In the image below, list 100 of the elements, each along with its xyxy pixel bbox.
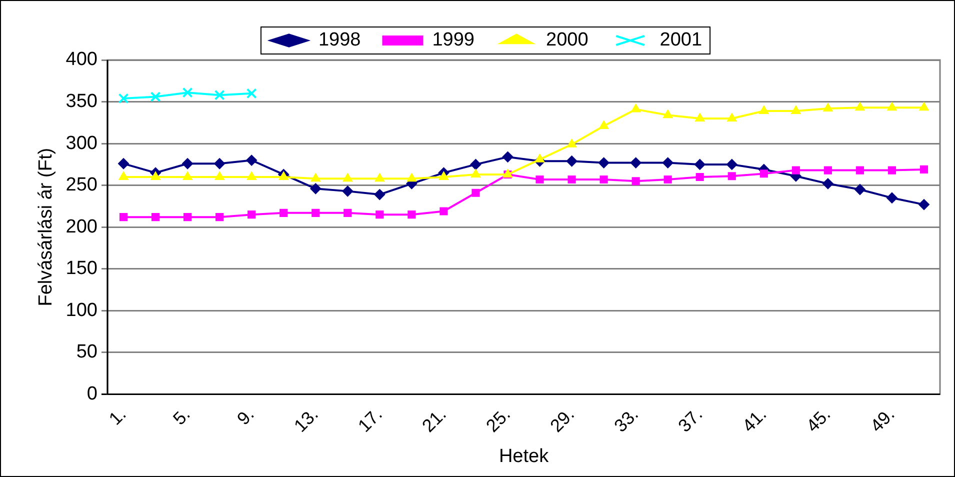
y-tick-label: 100 <box>66 300 98 321</box>
x-tick-label: 41. <box>738 404 770 436</box>
point <box>856 166 864 174</box>
legend-label: 2000 <box>546 30 588 51</box>
y-axis-title: Felvásárlási ár (Ft) <box>36 148 57 306</box>
point <box>246 154 258 166</box>
point <box>246 171 256 180</box>
x-tick-label: 37. <box>674 404 706 436</box>
point <box>695 112 705 122</box>
point <box>342 186 354 197</box>
point <box>536 175 544 184</box>
point <box>472 188 480 197</box>
x-tick-label: 33. <box>610 404 642 436</box>
x-tick-label: 1. <box>105 404 130 429</box>
point <box>791 105 801 114</box>
point <box>887 102 897 111</box>
point <box>632 177 640 186</box>
point <box>118 93 129 104</box>
point <box>822 178 834 190</box>
point <box>184 213 192 222</box>
x-tick-label: 17. <box>354 404 386 436</box>
y-tick-label: 200 <box>66 216 98 238</box>
point <box>824 166 832 174</box>
point <box>376 210 384 219</box>
point <box>280 208 288 217</box>
point <box>342 173 352 182</box>
point <box>598 120 609 130</box>
y-tick-label: 0 <box>86 383 98 404</box>
legend-label: 1998 <box>318 30 361 51</box>
x-tick-label: 49. <box>866 404 898 436</box>
point <box>600 175 608 184</box>
point <box>151 213 160 222</box>
point <box>248 210 256 219</box>
point <box>312 208 320 217</box>
y-tick-label: 50 <box>76 342 98 363</box>
point <box>150 171 160 180</box>
x-tick-label: 13. <box>290 404 322 436</box>
point <box>150 92 161 102</box>
point <box>182 171 192 180</box>
point <box>664 175 672 184</box>
point <box>566 138 577 148</box>
point <box>694 158 706 170</box>
point <box>759 105 769 114</box>
point <box>598 157 610 168</box>
point <box>854 184 866 196</box>
point <box>886 192 898 204</box>
x-axis-title: Hetek <box>498 446 550 467</box>
x-tick-label: 9. <box>233 404 258 429</box>
point <box>374 173 384 182</box>
x-tick-label: 29. <box>546 404 578 436</box>
point <box>662 157 674 168</box>
point <box>440 207 448 216</box>
point <box>727 112 737 122</box>
point <box>214 90 225 100</box>
point <box>568 175 576 184</box>
point <box>214 171 224 180</box>
point <box>696 172 704 182</box>
point <box>728 172 736 180</box>
point <box>919 102 929 111</box>
point <box>663 110 673 118</box>
point <box>502 151 514 162</box>
point <box>630 104 641 112</box>
point <box>118 171 128 180</box>
point <box>855 102 865 111</box>
point <box>630 157 642 168</box>
point <box>566 156 578 167</box>
point <box>119 213 128 222</box>
point <box>470 168 481 178</box>
point <box>278 171 288 180</box>
y-tick-label: 350 <box>66 91 98 112</box>
legend-label: 2001 <box>660 30 702 51</box>
point <box>470 158 482 170</box>
y-tick-label: 250 <box>66 174 98 196</box>
point <box>408 210 416 219</box>
point <box>310 183 322 194</box>
point <box>918 199 930 210</box>
point <box>118 158 130 170</box>
point <box>823 102 833 112</box>
point <box>182 87 193 98</box>
point <box>438 171 449 180</box>
y-tick-label: 150 <box>66 258 98 280</box>
point <box>374 189 386 200</box>
point <box>534 154 545 162</box>
point <box>920 165 928 174</box>
point <box>344 208 352 217</box>
point <box>214 158 226 170</box>
point <box>216 213 224 222</box>
legend-label: 1999 <box>432 30 475 51</box>
y-tick-label: 300 <box>66 132 98 154</box>
point <box>310 173 320 182</box>
point <box>888 166 896 174</box>
x-tick-label: 5. <box>169 404 194 429</box>
x-tick-label: 25. <box>482 404 514 436</box>
x-tick-label: 21. <box>418 404 450 436</box>
point <box>406 173 417 182</box>
point <box>792 166 800 174</box>
point <box>760 170 768 178</box>
point <box>246 88 257 99</box>
y-tick-label: 400 <box>66 49 98 70</box>
x-tick-label: 45. <box>802 404 834 436</box>
